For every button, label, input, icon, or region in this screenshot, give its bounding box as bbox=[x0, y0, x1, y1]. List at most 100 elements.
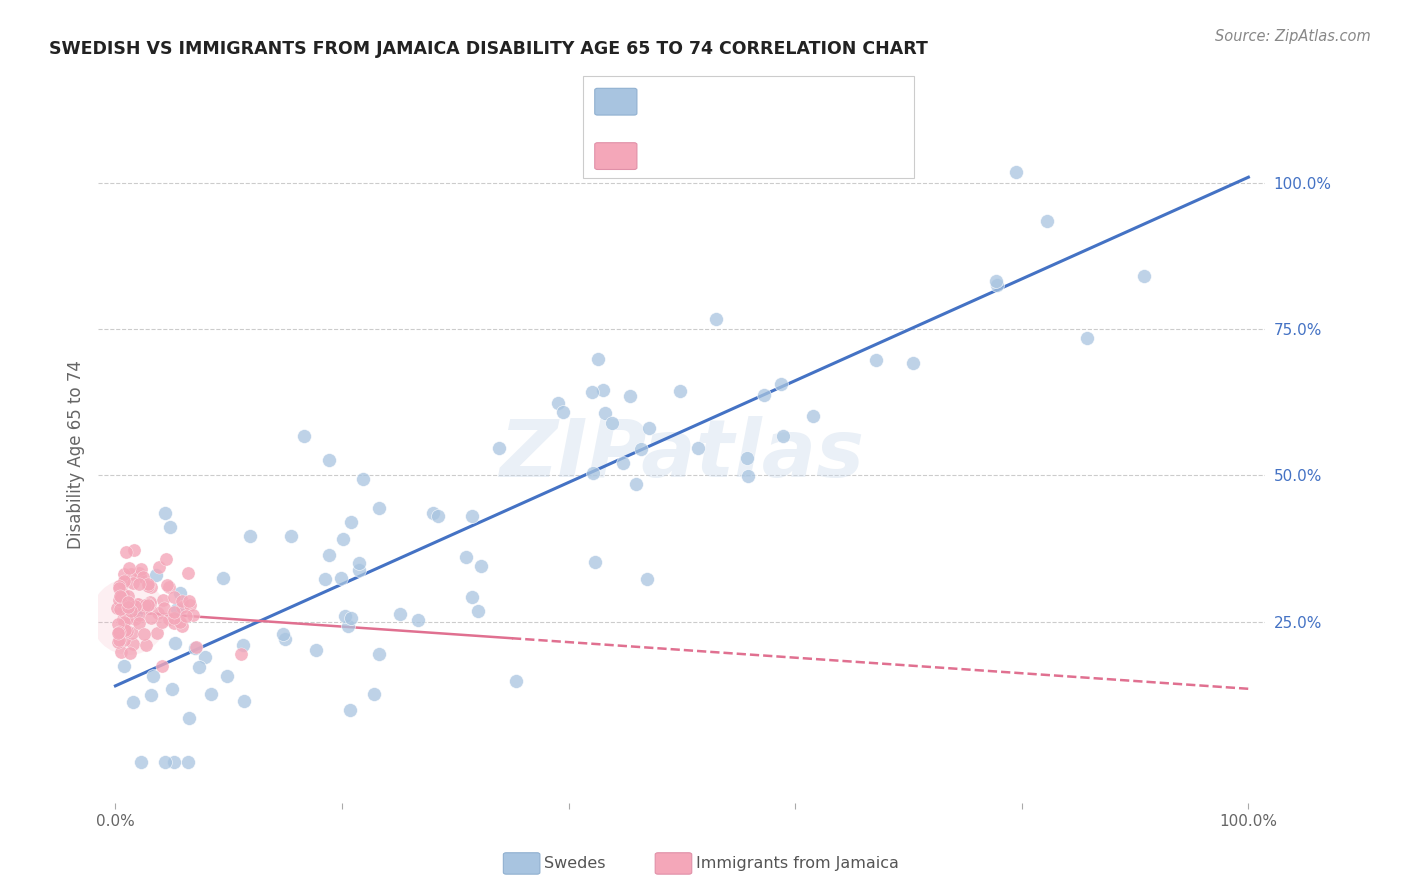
Point bbox=[107, 635, 129, 649]
Point bbox=[122, 576, 145, 591]
Text: R =: R = bbox=[645, 94, 685, 108]
Point bbox=[318, 548, 340, 562]
Point bbox=[160, 681, 183, 696]
Point bbox=[314, 572, 336, 586]
Point bbox=[612, 456, 634, 470]
Point bbox=[339, 703, 361, 717]
Point bbox=[153, 755, 176, 769]
Point bbox=[174, 608, 197, 623]
Point bbox=[125, 607, 148, 621]
Point bbox=[124, 612, 146, 626]
Point bbox=[128, 566, 150, 581]
Point bbox=[139, 611, 162, 625]
Point bbox=[163, 605, 186, 619]
Point bbox=[110, 590, 132, 604]
Point bbox=[146, 625, 169, 640]
Point bbox=[581, 384, 603, 399]
Point bbox=[638, 420, 661, 434]
Point bbox=[183, 640, 205, 655]
Point bbox=[157, 611, 180, 625]
Point bbox=[582, 466, 605, 480]
Point bbox=[456, 550, 478, 565]
Point bbox=[305, 643, 328, 657]
Point bbox=[169, 615, 191, 629]
Point bbox=[131, 562, 153, 576]
Point bbox=[686, 442, 709, 456]
Point bbox=[163, 611, 186, 625]
Point bbox=[349, 563, 371, 577]
Text: 90: 90 bbox=[808, 94, 831, 108]
Point bbox=[986, 274, 1008, 288]
Point bbox=[200, 687, 222, 701]
Point bbox=[115, 544, 138, 558]
Point bbox=[136, 579, 159, 593]
Point bbox=[183, 607, 205, 622]
Point bbox=[117, 600, 139, 615]
Point bbox=[389, 607, 412, 622]
Point bbox=[135, 638, 157, 652]
Point bbox=[112, 615, 135, 629]
Point bbox=[108, 593, 131, 607]
Point bbox=[112, 566, 135, 581]
Point bbox=[115, 599, 138, 613]
Point bbox=[1133, 268, 1156, 283]
Point bbox=[166, 602, 188, 616]
Point bbox=[172, 594, 194, 608]
Point bbox=[105, 601, 128, 615]
Point bbox=[157, 580, 180, 594]
Point bbox=[163, 616, 186, 631]
Text: ZIPatlas: ZIPatlas bbox=[499, 416, 865, 494]
Point bbox=[121, 626, 143, 640]
Point bbox=[340, 611, 363, 625]
Point bbox=[155, 552, 177, 566]
Point bbox=[172, 619, 194, 633]
Point bbox=[110, 601, 132, 615]
Point bbox=[337, 619, 360, 633]
Point bbox=[772, 428, 794, 442]
Point bbox=[986, 277, 1008, 292]
Point bbox=[114, 659, 136, 673]
Point bbox=[292, 429, 315, 443]
Point bbox=[120, 646, 142, 660]
Point bbox=[367, 647, 389, 661]
Point bbox=[505, 673, 527, 688]
Point bbox=[352, 472, 374, 486]
Point bbox=[367, 501, 389, 516]
Text: Swedes: Swedes bbox=[544, 856, 606, 871]
Point bbox=[1035, 214, 1057, 228]
Point bbox=[406, 614, 429, 628]
Point bbox=[122, 695, 145, 709]
Point bbox=[583, 555, 606, 569]
Point bbox=[111, 603, 134, 617]
Point bbox=[752, 388, 775, 402]
Y-axis label: Disability Age 65 to 74: Disability Age 65 to 74 bbox=[66, 360, 84, 549]
Point bbox=[114, 624, 136, 638]
Point bbox=[117, 594, 139, 608]
Text: R =: R = bbox=[645, 148, 681, 162]
Point bbox=[107, 632, 129, 647]
Text: N =: N = bbox=[755, 94, 801, 108]
Point bbox=[117, 561, 139, 575]
Point bbox=[122, 542, 145, 557]
Text: 87: 87 bbox=[808, 148, 831, 162]
Text: Source: ZipAtlas.com: Source: ZipAtlas.com bbox=[1215, 29, 1371, 44]
Point bbox=[274, 632, 297, 646]
Point bbox=[117, 589, 139, 603]
Point bbox=[107, 617, 129, 632]
Point bbox=[150, 658, 173, 673]
Point bbox=[770, 376, 793, 391]
Point bbox=[232, 638, 254, 652]
Point bbox=[706, 311, 728, 326]
Point bbox=[318, 452, 340, 467]
Point bbox=[107, 581, 129, 595]
Point bbox=[488, 441, 510, 455]
Point bbox=[865, 353, 887, 368]
Point bbox=[229, 647, 252, 661]
Point bbox=[470, 559, 492, 574]
Point bbox=[112, 574, 135, 588]
Point bbox=[177, 593, 200, 607]
Point bbox=[108, 579, 131, 593]
Point bbox=[737, 469, 759, 483]
Point bbox=[330, 571, 353, 585]
Point bbox=[139, 597, 162, 611]
